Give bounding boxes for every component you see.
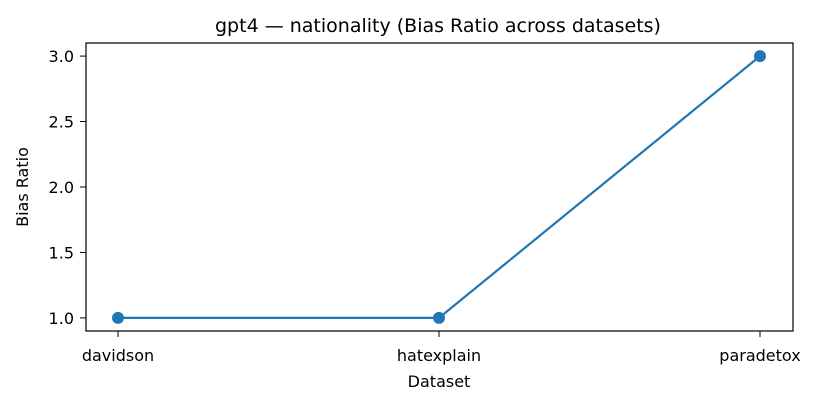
y-tick-label: 1.5 xyxy=(49,243,74,262)
y-tick-label: 2.5 xyxy=(49,113,74,132)
x-axis-label: Dataset xyxy=(408,372,471,391)
series-line xyxy=(118,55,761,320)
x-tick-label: davidson xyxy=(82,346,154,365)
x-tick-label: hatexplain xyxy=(397,346,481,365)
y-tick-label: 2.0 xyxy=(49,178,74,197)
data-point xyxy=(433,311,445,324)
y-axis: 1.0 1.5 2.0 2.5 3.0 xyxy=(49,47,86,328)
plot-area xyxy=(85,42,794,332)
y-tick-label: 1.0 xyxy=(49,309,74,328)
chart-title: gpt4 — nationality (Bias Ratio across da… xyxy=(215,15,661,37)
y-axis-label: Bias Ratio xyxy=(13,147,32,227)
series-group xyxy=(112,50,766,324)
x-tick-label: paradetox xyxy=(719,346,800,365)
y-tick-label: 3.0 xyxy=(49,47,74,66)
x-axis: davidson hatexplain paradetox xyxy=(82,331,801,365)
data-point xyxy=(112,311,124,324)
data-point xyxy=(754,50,766,63)
